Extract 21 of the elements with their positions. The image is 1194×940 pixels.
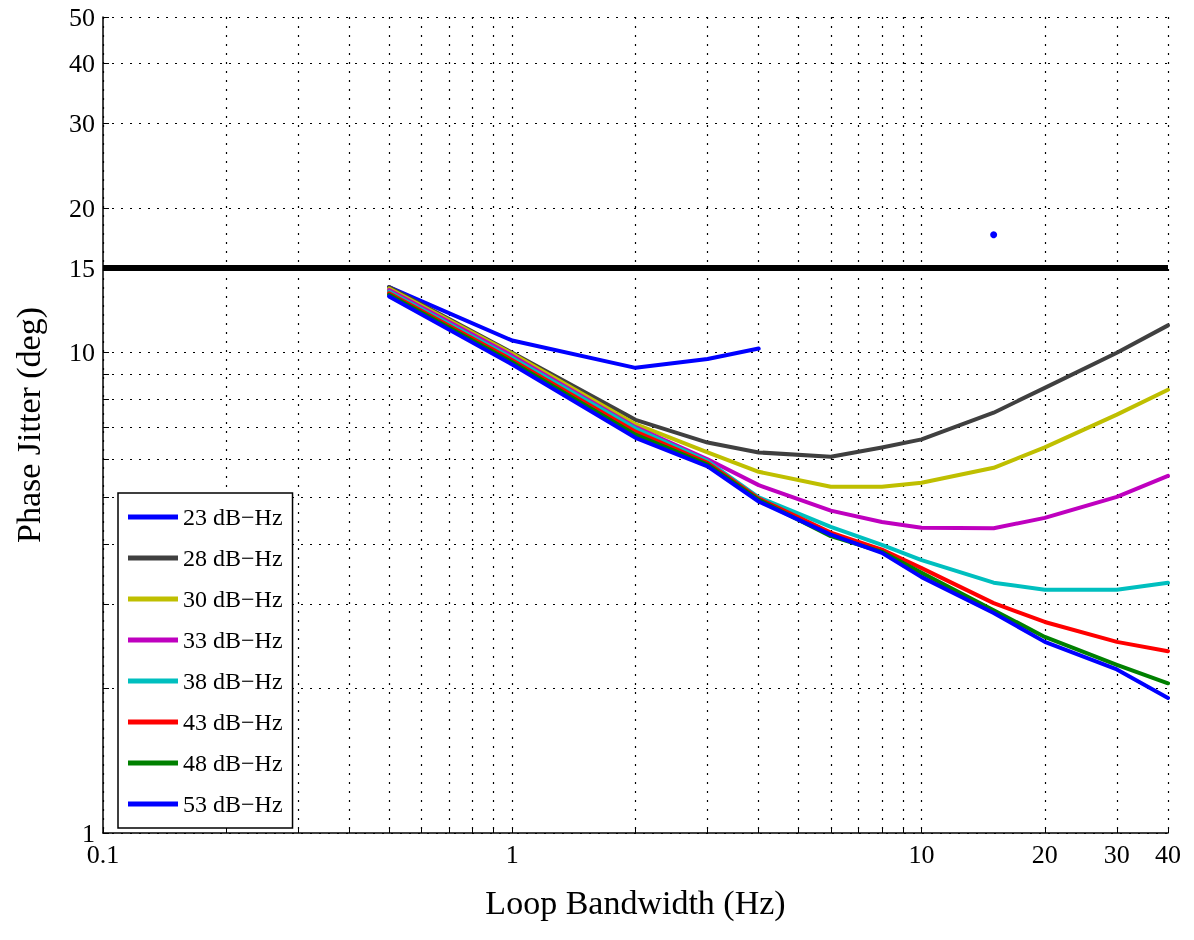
y-tick-label: 15 [69, 253, 95, 283]
x-tick-label: 30 [1103, 839, 1130, 869]
legend-label: 38 dB−Hz [183, 668, 283, 694]
legend-label: 43 dB−Hz [183, 709, 283, 735]
legend-label: 28 dB−Hz [183, 545, 283, 571]
legend-label: 48 dB−Hz [183, 750, 283, 776]
y-tick-label: 30 [69, 109, 95, 139]
x-tick-label: 40 [1155, 839, 1181, 869]
legend-label: 53 dB−Hz [183, 791, 283, 817]
legend-label: 33 dB−Hz [183, 627, 283, 653]
x-axis-title: Loop Bandwidth (Hz) [485, 883, 786, 922]
y-axis-title: Phase Jitter (deg) [9, 306, 48, 544]
y-tick-label: 40 [69, 49, 95, 79]
x-tick-label: 1 [505, 839, 519, 869]
y-tick-label: 20 [69, 193, 95, 223]
x-tick-label: 10 [908, 839, 935, 869]
y-tick-label: 50 [69, 2, 95, 32]
y-tick-label: 10 [69, 338, 95, 368]
legend-label: 30 dB−Hz [183, 586, 283, 612]
legend-label: 23 dB−Hz [183, 504, 283, 530]
x-tick-label: 20 [1031, 839, 1058, 869]
